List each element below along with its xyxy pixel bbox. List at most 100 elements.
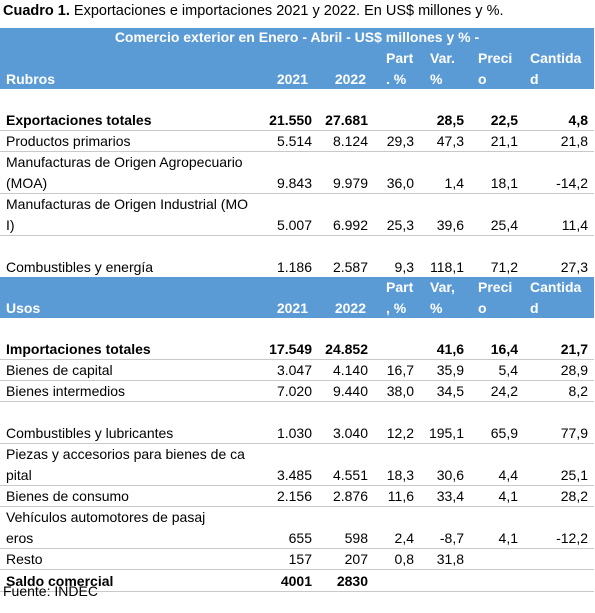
cell-2021: 21.550: [269, 111, 312, 128]
table-row-moi: Manufacturas de Origen Industrial (MOI) …: [0, 193, 594, 235]
cell-2022: 8.124: [332, 132, 368, 149]
row-label: Combustibles y energía: [6, 258, 154, 275]
cell-part: 18,3: [386, 466, 414, 483]
cell-cantidad: 28,9: [560, 361, 588, 378]
cell-part: 2,4: [394, 529, 414, 546]
table-row-bienes-capital: Bienes de capital 3.047 4.140 16,7 35,9 …: [0, 359, 594, 380]
cell-2021: 655: [288, 529, 312, 546]
table-row-export-total: Exportaciones totales 21.550 27.681 28,5…: [0, 89, 594, 130]
cell-part: 11,6: [387, 487, 414, 504]
cell-var: 195,1: [428, 424, 464, 441]
export-header-2021: 2021: [276, 70, 308, 87]
cell-var: 35,9: [436, 361, 464, 378]
cell-precio: 22,5: [490, 111, 518, 128]
table-row-bienes-consumo: Bienes de consumo 2.156 2.876 11,6 33,4 …: [0, 485, 594, 506]
cell-cantidad: 21,7: [560, 340, 588, 357]
cell-cantidad: 8,2: [568, 382, 588, 399]
export-header-label: Rubros: [6, 70, 55, 87]
cell-2022: 4.551: [332, 466, 368, 483]
cell-2022: 27.681: [325, 111, 368, 128]
cell-2022: 2.876: [332, 487, 368, 504]
table-row-vehiculos: Vehículos automotores de pasajeros 655 5…: [0, 506, 594, 548]
table-title: Comercio exterior en Enero - Abril - US$…: [0, 27, 594, 47]
cell-cantidad: 25,1: [560, 466, 588, 483]
cell-precio: 16,4: [490, 340, 518, 357]
table-row-bienes-intermedios: Bienes intermedios 7.020 9.440 38,0 34,5…: [0, 380, 594, 401]
cell-cantidad: [526, 549, 588, 569]
row-label: Combustibles y lubricantes: [6, 424, 174, 441]
cell-precio: 5,4: [498, 361, 518, 378]
cell-var: 28,5: [436, 111, 464, 128]
cell-part: 25,3: [386, 216, 414, 233]
row-label: Manufacturas de Origen Industrial (MOI): [6, 196, 248, 233]
import-header-row: Usos 2021 2022 Part , % Var, % Precio Ca…: [0, 277, 594, 318]
import-header-2021: 2021: [276, 299, 308, 316]
cell-precio: 65,9: [490, 424, 518, 441]
cell-part: 16,7: [386, 361, 414, 378]
cell-2022: 2830: [336, 572, 368, 589]
table-row-saldo: Saldo comercial 4001 2830: [0, 569, 594, 592]
cell-var: 41,6: [436, 340, 464, 357]
cell-2021: 17.549: [269, 340, 312, 357]
table-row-moa: Manufacturas de Origen Agropecuario (MOA…: [0, 151, 594, 193]
cell-cantidad: -12,2: [556, 529, 588, 546]
cell-precio: 4,4: [498, 466, 518, 483]
cell-var: 34,5: [436, 382, 464, 399]
cell-2022: 9.440: [332, 382, 368, 399]
export-header-var: Var. %: [430, 50, 455, 87]
cell-cantidad: 27,3: [560, 258, 588, 275]
row-label: Exportaciones totales: [6, 111, 152, 128]
cell-precio: 18,1: [490, 174, 518, 191]
cell-part: 12,2: [386, 424, 414, 441]
cell-2022: 6.992: [332, 216, 368, 233]
cell-2021: 3.047: [276, 361, 312, 378]
caption-text: Exportaciones e importaciones 2021 y 202…: [69, 3, 504, 19]
cell-cantidad: 28,2: [560, 487, 588, 504]
export-header-2022: 2022: [334, 70, 366, 87]
cell-precio: 24,2: [490, 382, 518, 399]
row-label: Resto: [6, 550, 43, 567]
cell-var: 47,3: [436, 132, 464, 149]
cell-2021: 2.156: [276, 487, 312, 504]
table-row-combustibles-lubricantes: Combustibles y lubricantes 1.030 3.040 1…: [0, 401, 594, 443]
cell-var: 118,1: [430, 258, 464, 275]
cell-part: 29,3: [386, 132, 414, 149]
cell-2021: 5.007: [276, 216, 312, 233]
table-row-import-total: Importaciones totales 17.549 24.852 41,6…: [0, 318, 594, 359]
cell-2022: 207: [344, 550, 368, 567]
cell-precio: 4,1: [498, 529, 518, 546]
cell-2021: 5.514: [276, 132, 312, 149]
cell-2021: 3.485: [276, 466, 312, 483]
cell-var: 33,4: [436, 487, 464, 504]
cell-var: 1,4: [444, 174, 464, 191]
cell-cantidad: 21,8: [560, 132, 588, 149]
table-row-piezas-accesorios: Piezas y accesorios para bienes de capit…: [0, 443, 594, 485]
cell-2022: 3.040: [332, 424, 368, 441]
cell-cantidad: -14,2: [556, 174, 588, 191]
cell-precio: [468, 549, 518, 569]
cell-precio: 25,4: [490, 216, 518, 233]
cell-2021: 157: [288, 550, 312, 567]
table-row-productos-primarios: Productos primarios 5.514 8.124 29,3 47,…: [0, 130, 594, 151]
row-label: Vehículos automotores de pasajeros: [6, 509, 206, 546]
row-label: Productos primarios: [6, 132, 131, 149]
export-header-row: Rubros 2021 2022 Part . % Var. % Precio …: [0, 47, 594, 89]
row-label: Manufacturas de Origen Agropecuario (MOA…: [6, 154, 243, 191]
cell-precio: 21,1: [490, 132, 518, 149]
table-row-resto: Resto 157 207 0,8 31,8: [0, 548, 594, 569]
cell-2022: 24.852: [325, 340, 368, 357]
row-label: Bienes de capital: [6, 361, 113, 378]
export-header-precio: Precio: [478, 50, 513, 87]
cell-2022: 9.979: [332, 174, 368, 191]
cell-2021: 1.030: [276, 424, 312, 441]
cell-part: 36,0: [386, 174, 414, 191]
import-header-part: Part , %: [386, 279, 414, 316]
cell-part: 38,0: [386, 382, 414, 399]
export-header-cantidad: Cantidad: [530, 50, 582, 87]
cell-2021: 7.020: [276, 382, 312, 399]
cell-cantidad: 11,4: [561, 216, 588, 233]
cell-2021: 4001: [280, 572, 312, 589]
row-label: Bienes de consumo: [6, 487, 129, 504]
import-header-precio: Precio: [478, 279, 513, 316]
cell-cantidad: 77,9: [560, 424, 588, 441]
